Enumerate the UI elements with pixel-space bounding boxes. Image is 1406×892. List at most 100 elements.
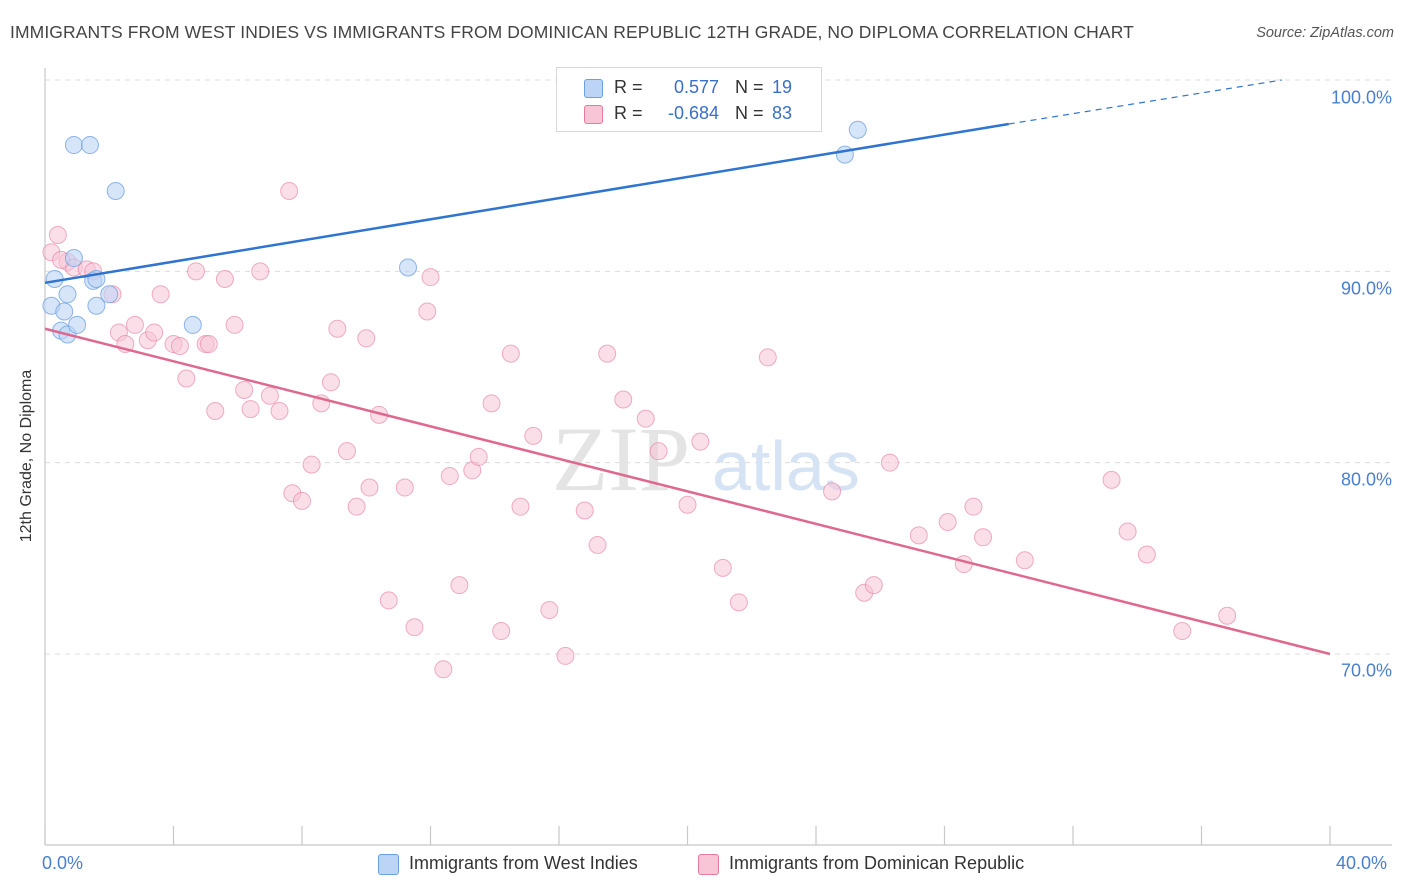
data-point-dominican-republic bbox=[511, 497, 530, 516]
data-point-dominican-republic bbox=[434, 660, 453, 679]
data-point-dominican-republic bbox=[758, 348, 777, 367]
data-point-dominican-republic bbox=[260, 386, 279, 405]
legend-swatch-pink bbox=[584, 105, 603, 124]
watermark-zip: ZIP bbox=[552, 408, 690, 510]
correlation-legend: R = 0.577 N = 19 R = -0.684 N = 83 bbox=[556, 67, 822, 132]
y-tick-label: 70.0% bbox=[1340, 660, 1392, 681]
chart-title: IMMIGRANTS FROM WEST INDIES VS IMMIGRANT… bbox=[10, 22, 1134, 42]
data-point-dominican-republic bbox=[450, 576, 469, 595]
data-point-dominican-republic bbox=[177, 369, 196, 388]
legend-n-value: 83 bbox=[772, 103, 793, 123]
bottom-legend-label: Immigrants from West Indies bbox=[409, 853, 638, 873]
grid-lines bbox=[45, 79, 1392, 655]
data-point-dominican-republic bbox=[1173, 622, 1192, 641]
data-point-dominican-republic bbox=[556, 646, 575, 665]
y-tick-label: 100.0% bbox=[1330, 87, 1392, 108]
data-point-dominican-republic bbox=[151, 285, 170, 304]
data-point-dominican-republic bbox=[1218, 606, 1237, 625]
x-tick-label-max: 40.0% bbox=[1336, 853, 1388, 873]
trend-line-west-indies bbox=[44, 122, 1009, 285]
data-point-dominican-republic bbox=[678, 495, 697, 514]
data-point-dominican-republic bbox=[691, 432, 710, 451]
data-point-dominican-republic bbox=[1102, 470, 1121, 489]
data-point-dominican-republic bbox=[357, 329, 376, 348]
data-point-dominican-republic bbox=[713, 558, 732, 577]
legend-r-label: R = bbox=[614, 103, 643, 123]
data-point-dominican-republic bbox=[823, 482, 842, 501]
data-point-dominican-republic bbox=[405, 618, 424, 637]
watermark: ZIP atlas bbox=[552, 408, 860, 510]
data-point-dominican-republic bbox=[186, 262, 205, 281]
data-point-dominican-republic bbox=[241, 400, 260, 419]
data-point-dominican-republic bbox=[575, 501, 594, 520]
y-tick-label: 80.0% bbox=[1340, 469, 1392, 490]
data-point-west-indies bbox=[80, 136, 99, 155]
west-indies-points bbox=[42, 120, 867, 344]
data-point-west-indies bbox=[835, 145, 854, 164]
data-point-west-indies bbox=[55, 302, 74, 321]
data-point-dominican-republic bbox=[270, 402, 289, 421]
data-point-dominican-republic bbox=[360, 478, 379, 497]
bottom-legend-label: Immigrants from Dominican Republic bbox=[729, 853, 1025, 873]
legend-r-value: 0.577 bbox=[673, 77, 719, 97]
data-point-west-indies bbox=[68, 315, 87, 334]
data-point-west-indies bbox=[106, 181, 125, 200]
data-point-dominican-republic bbox=[1137, 545, 1156, 564]
data-point-dominican-republic bbox=[328, 319, 347, 338]
data-point-dominican-republic bbox=[501, 344, 520, 363]
x-tick-label-min: 0.0% bbox=[42, 853, 84, 873]
data-point-west-indies bbox=[399, 258, 418, 277]
data-point-dominican-republic bbox=[880, 453, 899, 472]
data-point-dominican-republic bbox=[293, 491, 311, 510]
bottom-legend-swatch-blue bbox=[378, 854, 399, 875]
data-point-dominican-republic bbox=[302, 455, 321, 474]
legend-n-value: 19 bbox=[772, 77, 793, 97]
data-point-dominican-republic bbox=[636, 409, 655, 428]
data-point-dominican-republic bbox=[145, 323, 164, 342]
data-point-west-indies bbox=[100, 285, 119, 304]
trend-lines bbox=[44, 79, 1331, 656]
data-point-dominican-republic bbox=[337, 442, 356, 461]
data-point-dominican-republic bbox=[524, 426, 543, 445]
data-point-dominican-republic bbox=[321, 373, 340, 392]
trend-line-west-indies-extension bbox=[1008, 79, 1282, 125]
legend-r-label: R = bbox=[614, 77, 643, 97]
legend-n-label: N = bbox=[735, 103, 764, 123]
data-point-west-indies bbox=[848, 120, 867, 139]
data-point-west-indies bbox=[87, 296, 106, 315]
data-point-dominican-republic bbox=[492, 622, 511, 641]
data-point-dominican-republic bbox=[1015, 551, 1034, 570]
data-point-dominican-republic bbox=[964, 497, 983, 516]
legend-r-value: -0.684 bbox=[667, 103, 719, 123]
source-label: Source: ZipAtlas.com bbox=[1256, 25, 1394, 41]
data-point-dominican-republic bbox=[125, 315, 144, 334]
data-point-dominican-republic bbox=[347, 497, 366, 516]
data-point-dominican-republic bbox=[649, 442, 668, 461]
dominican-republic-points bbox=[42, 181, 1237, 679]
axes bbox=[44, 68, 1392, 846]
data-point-dominican-republic bbox=[395, 478, 414, 497]
bottom-legend-swatch-pink bbox=[698, 854, 719, 875]
data-point-dominican-republic bbox=[482, 394, 501, 413]
data-point-dominican-republic bbox=[421, 268, 440, 287]
legend-swatch-blue bbox=[584, 79, 603, 98]
data-point-dominican-republic bbox=[909, 526, 928, 545]
trend-line-dominican-republic bbox=[44, 327, 1331, 656]
data-point-dominican-republic bbox=[864, 576, 883, 595]
data-point-dominican-republic bbox=[598, 344, 617, 363]
data-point-dominican-republic bbox=[974, 528, 993, 547]
data-point-dominican-republic bbox=[206, 402, 225, 421]
data-point-dominican-republic bbox=[280, 181, 299, 200]
data-point-dominican-republic bbox=[1118, 522, 1137, 541]
data-point-west-indies bbox=[64, 136, 83, 155]
data-point-dominican-republic bbox=[170, 336, 189, 355]
data-point-dominican-republic bbox=[251, 262, 270, 281]
data-point-dominican-republic bbox=[588, 535, 607, 554]
data-point-west-indies bbox=[58, 285, 77, 304]
data-point-dominican-republic bbox=[540, 600, 559, 619]
data-point-dominican-republic bbox=[938, 512, 957, 531]
legend-n-label: N = bbox=[735, 77, 764, 97]
data-point-dominican-republic bbox=[614, 390, 633, 409]
data-point-dominican-republic bbox=[48, 225, 67, 244]
